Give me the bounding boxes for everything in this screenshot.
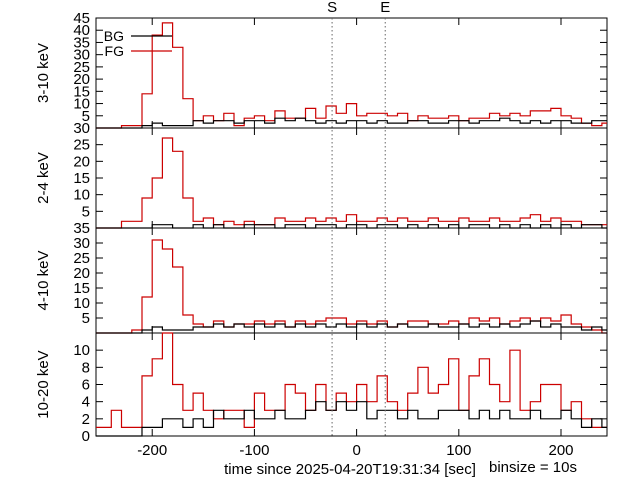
- marker-label-e: E: [380, 0, 390, 16]
- x-axis-title: time since 2025-04-20T19:31:34 [sec]: [224, 461, 476, 478]
- y-tick-label: 5: [82, 203, 90, 220]
- series-bg-step: [96, 401, 607, 437]
- y-axis-title: 4-10 keV: [35, 250, 52, 310]
- y-tick-label: 30: [73, 47, 90, 64]
- series-fg-step: [96, 22, 607, 129]
- x-tick-label: 100: [446, 442, 471, 459]
- y-tick-label: 40: [73, 22, 90, 39]
- y-axis-title: 10-20 keV: [35, 350, 52, 418]
- y-axis-title: 3-10 keV: [35, 43, 52, 103]
- y-tick-label: 15: [73, 170, 90, 187]
- x-tick-label: -100: [239, 442, 269, 459]
- y-tick-label: 2: [82, 411, 90, 428]
- legend-label: BG: [104, 28, 124, 44]
- y-tick-label: 20: [73, 265, 90, 282]
- y-tick-label: 8: [82, 359, 90, 376]
- y-tick-label: 15: [73, 280, 90, 297]
- y-tick-label: 4: [82, 394, 90, 411]
- series-bg-step: [96, 117, 607, 129]
- series-fg-step: [96, 239, 607, 334]
- y-tick-label: 10: [73, 96, 90, 113]
- y-tick-label: 0: [82, 428, 90, 445]
- y-tick-label: 30: [73, 120, 90, 137]
- y-tick-label: 35: [73, 34, 90, 51]
- x-tick-label: -200: [137, 442, 167, 459]
- y-tick-label: 20: [73, 153, 90, 170]
- y-tick-label: 10: [73, 342, 90, 359]
- y-axis-title: 2-4 keV: [35, 152, 52, 204]
- series-bg-step: [96, 224, 607, 229]
- y-tick-label: 35: [73, 220, 90, 237]
- binsize-note: binsize = 10s: [489, 459, 577, 476]
- series-fg-step: [96, 332, 607, 428]
- marker-label-s: S: [327, 0, 337, 16]
- x-tick-label: 0: [352, 442, 360, 459]
- y-tick-label: 6: [82, 377, 90, 394]
- legend-label: FG: [105, 43, 124, 59]
- y-tick-label: 15: [73, 83, 90, 100]
- y-tick-label: 20: [73, 71, 90, 88]
- y-tick-label: 25: [73, 250, 90, 267]
- y-tick-label: 25: [73, 137, 90, 154]
- y-tick-label: 30: [73, 235, 90, 252]
- y-tick-label: 25: [73, 59, 90, 76]
- panel-frame: [95, 227, 608, 334]
- series-fg-step: [96, 137, 607, 229]
- y-tick-label: 5: [82, 310, 90, 327]
- y-tick-label: 10: [73, 295, 90, 312]
- x-tick-label: 200: [548, 442, 573, 459]
- y-tick-label: 45: [73, 10, 90, 27]
- y-tick-label: 10: [73, 187, 90, 204]
- series-bg-step: [96, 320, 607, 334]
- y-tick-label: 5: [82, 108, 90, 125]
